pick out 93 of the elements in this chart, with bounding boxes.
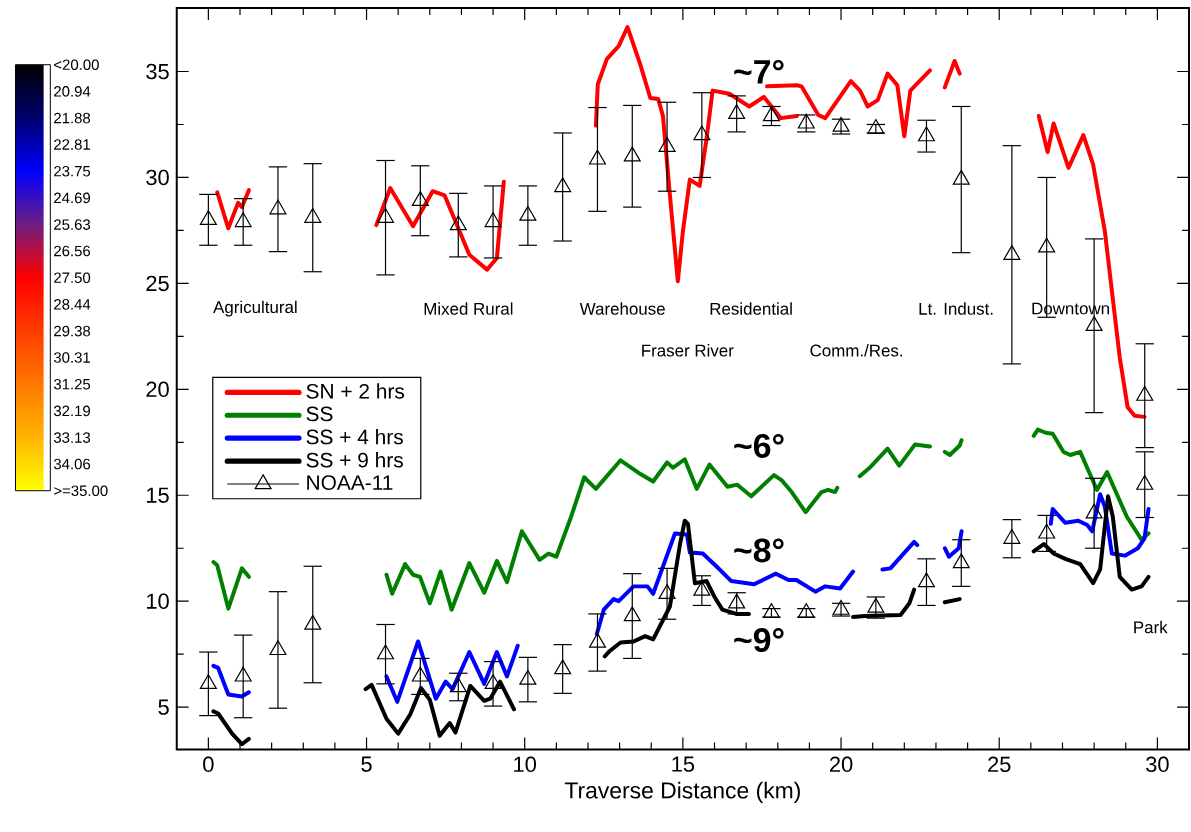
point — [1136, 474, 1154, 490]
point — [199, 210, 217, 225]
y-tick-label: 15 — [147, 487, 169, 503]
point — [1038, 237, 1056, 253]
color-bar-label: <20.00 — [54, 59, 99, 70]
color-bar-label: 25.63 — [54, 219, 91, 230]
color-bar-label: 32.19 — [53, 405, 91, 417]
legend-label: SS + 9 hrs — [306, 452, 403, 468]
annotation: Lt. Indust. — [919, 302, 993, 315]
x-tick-label: 20 — [829, 756, 853, 772]
point — [1085, 503, 1103, 519]
annotation: Comm./Res. — [810, 344, 903, 357]
point — [728, 104, 746, 120]
annotation: Park — [1134, 620, 1168, 634]
point — [376, 644, 395, 660]
point — [234, 666, 252, 682]
y-tick-label: 25 — [146, 275, 169, 292]
point — [484, 674, 502, 689]
color-bar-label: 30.31 — [53, 352, 91, 363]
x-tick-label: 25 — [988, 756, 1011, 772]
point — [623, 146, 641, 162]
point — [658, 136, 676, 152]
annotation: ~8° — [734, 538, 784, 563]
point — [484, 212, 502, 228]
color-bar-label: 33.13 — [53, 432, 91, 443]
point — [797, 603, 815, 618]
point — [199, 674, 217, 689]
annotation: ~9° — [734, 627, 784, 652]
point — [1085, 315, 1103, 331]
point — [519, 669, 537, 685]
point — [304, 614, 322, 630]
y-tick-label: 5 — [158, 699, 169, 715]
point — [304, 207, 322, 223]
legend-label: NOAA-11 — [307, 475, 393, 490]
color-bar-label: 23.75 — [54, 165, 91, 177]
annotation: Residential — [710, 302, 792, 315]
point — [952, 169, 970, 185]
annotation: Fraser River — [642, 344, 734, 357]
point — [411, 190, 429, 206]
y-tick-label: 20 — [146, 381, 169, 398]
point — [1136, 385, 1154, 401]
color-bar-label: 21.88 — [54, 112, 91, 124]
point — [797, 113, 815, 129]
x-tick-label: 30 — [1146, 756, 1169, 772]
y-tick-label: 35 — [146, 63, 169, 80]
color-bar-label: 20.94 — [54, 86, 91, 97]
point — [658, 583, 676, 599]
point — [269, 640, 287, 656]
annotation: ~7° — [734, 59, 784, 84]
legend-label: SS + 4 hrs — [306, 428, 403, 445]
point — [449, 677, 467, 693]
point — [917, 126, 935, 142]
point — [762, 603, 780, 618]
annotation: Agricultural — [213, 300, 297, 317]
point — [449, 215, 467, 231]
point — [588, 632, 606, 648]
color-bar-label: 26.56 — [54, 245, 91, 257]
point — [519, 205, 537, 221]
point — [411, 666, 429, 682]
point — [1003, 244, 1021, 260]
legend-label: SN + 2 hrs — [306, 383, 405, 399]
x-tick-label: 5 — [361, 756, 372, 772]
point — [1003, 528, 1021, 544]
y-tick-label: 10 — [147, 593, 169, 609]
annotation: ~6° — [734, 433, 784, 458]
point — [623, 606, 641, 622]
point — [917, 572, 935, 588]
point — [588, 149, 606, 165]
color-bar-label: >=35.00 — [54, 485, 108, 496]
color-bar-label: 28.44 — [54, 299, 91, 310]
annotation: Mixed Rural — [424, 302, 513, 315]
point — [1038, 523, 1056, 539]
color-bar-label: 31.25 — [53, 378, 91, 390]
color-bar-label: 34.06 — [53, 458, 91, 470]
color-bar-label: 22.81 — [54, 139, 91, 150]
x-axis-title: Traverse Distance (km) — [564, 781, 800, 804]
point — [554, 659, 572, 675]
point — [234, 212, 252, 228]
color-bar-label: 24.69 — [54, 192, 91, 204]
x-tick-label: 10 — [514, 756, 537, 772]
x-tick-label: 0 — [203, 756, 214, 772]
point — [554, 177, 572, 193]
legend-label: SS — [306, 406, 333, 422]
point — [269, 199, 287, 215]
point — [952, 553, 970, 569]
color-bar-label: 29.38 — [54, 325, 91, 337]
point — [867, 118, 885, 134]
x-tick-label: 15 — [672, 756, 695, 772]
annotation: Warehouse — [579, 302, 665, 315]
point — [376, 207, 395, 223]
point — [693, 125, 711, 141]
color-bar-label: 27.50 — [54, 272, 91, 283]
y-tick-label: 30 — [146, 169, 169, 186]
